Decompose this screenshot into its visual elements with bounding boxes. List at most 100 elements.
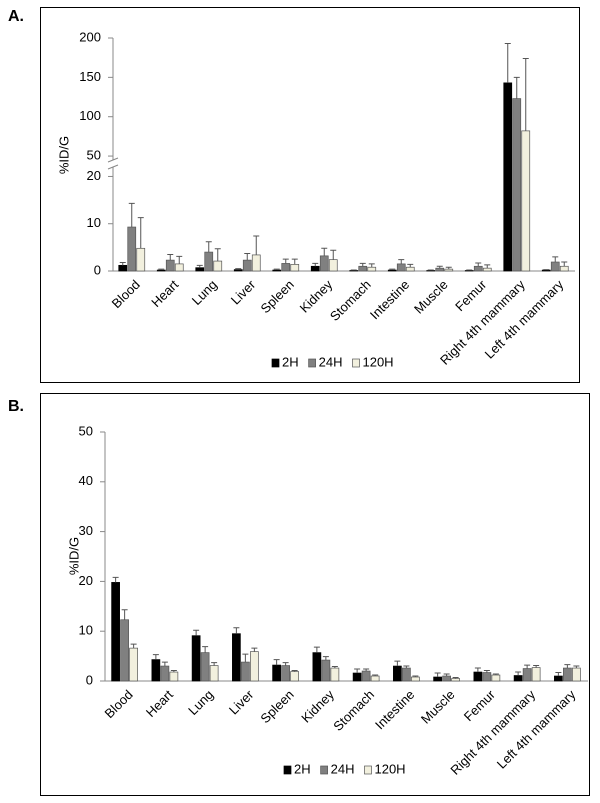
bar: [473, 265, 483, 272]
bar: [195, 267, 205, 272]
error-bar: [193, 629, 200, 636]
error-bar: [312, 262, 319, 267]
x-tick-label: Stomach: [327, 277, 374, 324]
error-bar: [504, 43, 511, 83]
error-bar: [161, 661, 168, 667]
error-bar: [552, 256, 559, 263]
error-bar: [389, 268, 396, 271]
bar: [482, 267, 492, 272]
panel-frame: [40, 393, 590, 796]
bar: [361, 670, 371, 682]
y-tick-label: 30: [79, 523, 93, 538]
bar: [290, 671, 299, 682]
bar: [503, 82, 513, 272]
error-bar: [452, 677, 459, 679]
error-bar: [573, 665, 580, 669]
bar: [550, 261, 560, 272]
axis-break: [107, 157, 119, 163]
bar: [213, 260, 223, 272]
bar: [111, 582, 120, 682]
bar: [156, 269, 166, 272]
x-tick-label: Blood: [109, 277, 143, 311]
error-bar: [128, 202, 135, 228]
bar: [482, 672, 492, 682]
y-tick-label: 50: [79, 423, 93, 438]
bar: [393, 665, 402, 682]
legend-swatch: [364, 765, 372, 775]
error-bar: [322, 656, 329, 661]
x-tick-label: Muscle: [418, 687, 458, 727]
y-tick-label: 20: [79, 573, 93, 588]
bar: [563, 667, 572, 682]
error-bar: [158, 268, 165, 271]
bar: [174, 263, 184, 272]
bar: [367, 266, 377, 272]
error-bar: [555, 672, 562, 677]
y-tick-label: 0: [86, 672, 93, 687]
bar: [442, 675, 451, 682]
x-tick-label: Spleen: [257, 687, 296, 726]
y-axis-title: %ID/G: [56, 136, 71, 174]
panel-label: B.: [8, 398, 24, 415]
x-tick-label: Femur: [461, 686, 499, 724]
error-bar: [513, 76, 520, 99]
error-bar: [282, 662, 289, 666]
bar: [209, 665, 219, 682]
error-bar: [152, 654, 159, 660]
x-tick-label: Blood: [102, 687, 136, 721]
error-bar: [176, 255, 183, 264]
error-bar: [205, 241, 212, 253]
error-bar: [359, 262, 366, 267]
error-bar: [434, 672, 441, 678]
error-bar: [112, 576, 119, 583]
bar: [191, 635, 201, 682]
bar: [513, 675, 523, 682]
error-bar: [119, 261, 126, 266]
bar: [491, 674, 501, 682]
error-bar: [522, 57, 529, 131]
error-bar: [372, 674, 379, 677]
bar: [118, 264, 128, 272]
error-bar: [524, 664, 531, 669]
bar: [451, 678, 460, 682]
bar: [120, 619, 129, 682]
error-bar: [244, 253, 251, 261]
error-bar: [533, 665, 540, 668]
x-tick-label: Femur: [452, 276, 490, 314]
bar: [233, 269, 243, 272]
y-tick-label: 200: [79, 29, 101, 44]
bar: [554, 675, 563, 682]
error-bar: [273, 268, 280, 271]
error-bar: [564, 664, 571, 669]
error-bar: [202, 646, 209, 653]
bar: [127, 226, 137, 272]
bar: [136, 247, 146, 272]
bar: [559, 265, 569, 272]
error-bar: [211, 662, 218, 666]
error-bar: [321, 247, 328, 256]
error-bar: [368, 263, 375, 268]
bar: [352, 672, 362, 682]
error-bar: [282, 258, 289, 264]
error-bar: [291, 670, 298, 672]
bar: [169, 671, 179, 682]
y-tick-label: 0: [94, 262, 101, 277]
bar: [312, 652, 322, 682]
x-tick-label: Kidney: [298, 687, 337, 726]
legend-label: 2H: [282, 354, 299, 369]
error-bar: [515, 671, 522, 676]
bar: [272, 269, 282, 272]
legend-swatch: [308, 358, 316, 368]
y-tick-label: 150: [79, 69, 101, 84]
error-bar: [443, 673, 450, 677]
panel-label: A.: [8, 8, 24, 25]
x-tick-label: Spleen: [258, 277, 297, 316]
bar: [151, 659, 161, 682]
bar: [251, 254, 261, 272]
legend-swatch: [320, 765, 328, 775]
error-bar: [196, 264, 203, 268]
bar: [241, 661, 250, 682]
bar: [405, 266, 415, 272]
y-tick-label: 20: [87, 168, 101, 183]
